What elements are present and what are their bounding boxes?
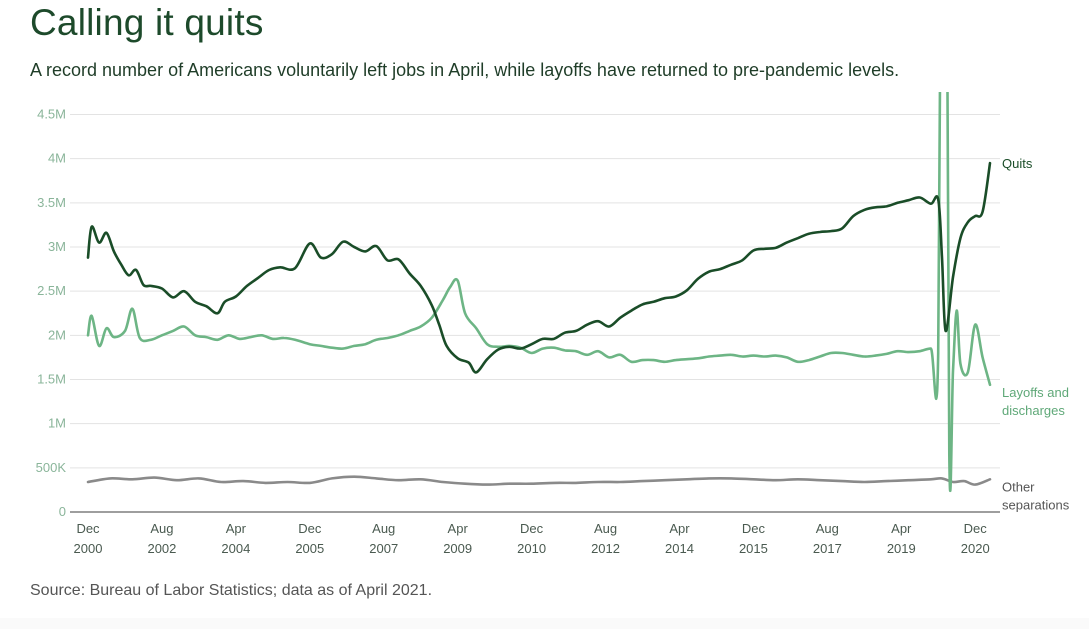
- x-tick: Aug 2017: [813, 521, 842, 556]
- bottom-strip: [0, 618, 1089, 629]
- x-tick-month: Apr: [669, 521, 690, 536]
- series-label-layoffs-and-discharges: discharges: [1002, 403, 1065, 418]
- series-labels: Other separations Layoffs and discharges Qui…: [1002, 156, 1070, 512]
- x-tick-month: Aug: [150, 521, 173, 536]
- x-tick: Apr 2019: [887, 521, 916, 556]
- x-tick: Aug 2002: [147, 521, 176, 556]
- y-tick-label: 500K: [36, 460, 67, 475]
- x-tick-year: 2017: [813, 541, 842, 556]
- series-line-other-separations: [86, 475, 992, 486]
- series-label-other-separations: separations: [1002, 497, 1070, 512]
- x-tick-year: 2007: [369, 541, 398, 556]
- series-label-quits: Quits: [1002, 156, 1033, 171]
- x-tick: Dec 2005: [295, 521, 324, 556]
- x-tick-year: 2019: [887, 541, 916, 556]
- series-line-layoffs-and-discharges: [86, 92, 992, 492]
- y-tick-label: 1.5M: [37, 372, 66, 387]
- x-tick: Dec 2020: [961, 521, 990, 556]
- y-tick-label: 3.5M: [37, 195, 66, 210]
- x-tick: Dec 2000: [74, 521, 103, 556]
- x-tick-month: Aug: [816, 521, 839, 536]
- x-tick-month: Dec: [520, 521, 544, 536]
- y-tick-label: 4M: [48, 151, 66, 166]
- x-axis-ticks: Dec 2000 Aug 2002 Apr 2004 Dec 2005 Aug 2007 Apr 20…: [74, 521, 990, 556]
- x-tick-month: Aug: [372, 521, 395, 536]
- x-tick: Apr 2004: [221, 521, 250, 556]
- x-tick: Aug 2007: [369, 521, 398, 556]
- series-line-quits: [86, 161, 992, 374]
- x-tick-month: Apr: [448, 521, 469, 536]
- x-tick-month: Dec: [298, 521, 322, 536]
- x-tick-month: Apr: [226, 521, 247, 536]
- x-tick: Apr 2014: [665, 521, 694, 556]
- x-tick-month: Apr: [891, 521, 912, 536]
- y-tick-label: 0: [59, 504, 66, 519]
- x-tick-year: 2005: [295, 541, 324, 556]
- series-label-other-separations: Other: [1002, 479, 1035, 494]
- x-tick-month: Dec: [742, 521, 766, 536]
- source-note: Source: Bureau of Labor Statistics; data…: [30, 582, 433, 599]
- x-tick-year: 2020: [961, 541, 990, 556]
- x-tick-month: Aug: [594, 521, 617, 536]
- y-tick-label: 1M: [48, 416, 66, 431]
- y-tick-label: 4.5M: [37, 107, 66, 122]
- y-axis-ticks: 0 500K 1M 1.5M 2M 2.5M 3M 3.5M 4M 4.5M: [36, 107, 67, 520]
- x-tick: Dec 2010: [517, 521, 546, 556]
- y-tick-label: 2M: [48, 327, 66, 342]
- x-tick-month: Dec: [76, 521, 100, 536]
- x-tick: Dec 2015: [739, 521, 768, 556]
- x-tick-year: 2015: [739, 541, 768, 556]
- x-tick-year: 2000: [74, 541, 103, 556]
- x-tick-year: 2010: [517, 541, 546, 556]
- x-tick-year: 2014: [665, 541, 694, 556]
- series-label-layoffs-and-discharges: Layoffs and: [1002, 385, 1069, 400]
- x-tick-month: Dec: [964, 521, 988, 536]
- x-tick-year: 2009: [443, 541, 472, 556]
- x-tick-year: 2004: [221, 541, 250, 556]
- chart-subtitle: A record number of Americans voluntarily…: [30, 60, 900, 80]
- x-tick-year: 2012: [591, 541, 620, 556]
- y-tick-label: 3M: [48, 239, 66, 254]
- series-lines: [86, 92, 992, 492]
- x-tick: Apr 2009: [443, 521, 472, 556]
- gridlines: [70, 114, 1000, 513]
- x-tick-year: 2002: [147, 541, 176, 556]
- x-tick: Aug 2012: [591, 521, 620, 556]
- chart-title: Calling it quits: [30, 2, 264, 43]
- y-tick-label: 2.5M: [37, 283, 66, 298]
